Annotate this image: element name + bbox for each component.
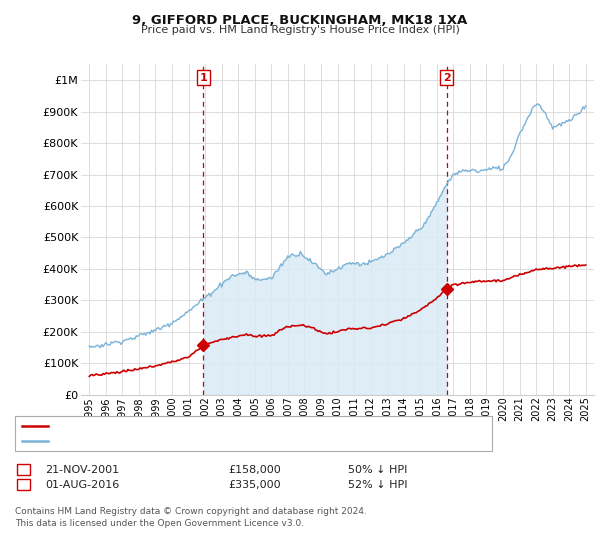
Text: Price paid vs. HM Land Registry's House Price Index (HPI): Price paid vs. HM Land Registry's House … <box>140 25 460 35</box>
Text: HPI: Average price, detached house, Buckinghamshire: HPI: Average price, detached house, Buck… <box>54 436 337 446</box>
Text: 1: 1 <box>200 73 208 83</box>
Text: Contains HM Land Registry data © Crown copyright and database right 2024.
This d: Contains HM Land Registry data © Crown c… <box>15 507 367 528</box>
Text: £158,000: £158,000 <box>228 465 281 474</box>
Text: 52% ↓ HPI: 52% ↓ HPI <box>348 480 407 489</box>
Text: £335,000: £335,000 <box>228 480 281 489</box>
Text: 50% ↓ HPI: 50% ↓ HPI <box>348 465 407 474</box>
Text: 21-NOV-2001: 21-NOV-2001 <box>45 465 119 474</box>
Text: 2: 2 <box>443 73 451 83</box>
Text: 9, GIFFORD PLACE, BUCKINGHAM, MK18 1XA: 9, GIFFORD PLACE, BUCKINGHAM, MK18 1XA <box>133 14 467 27</box>
Text: 2: 2 <box>20 480 27 489</box>
Text: 1: 1 <box>20 465 27 474</box>
Text: 9, GIFFORD PLACE, BUCKINGHAM, MK18 1XA (detached house): 9, GIFFORD PLACE, BUCKINGHAM, MK18 1XA (… <box>54 421 382 431</box>
Text: 01-AUG-2016: 01-AUG-2016 <box>45 480 119 489</box>
